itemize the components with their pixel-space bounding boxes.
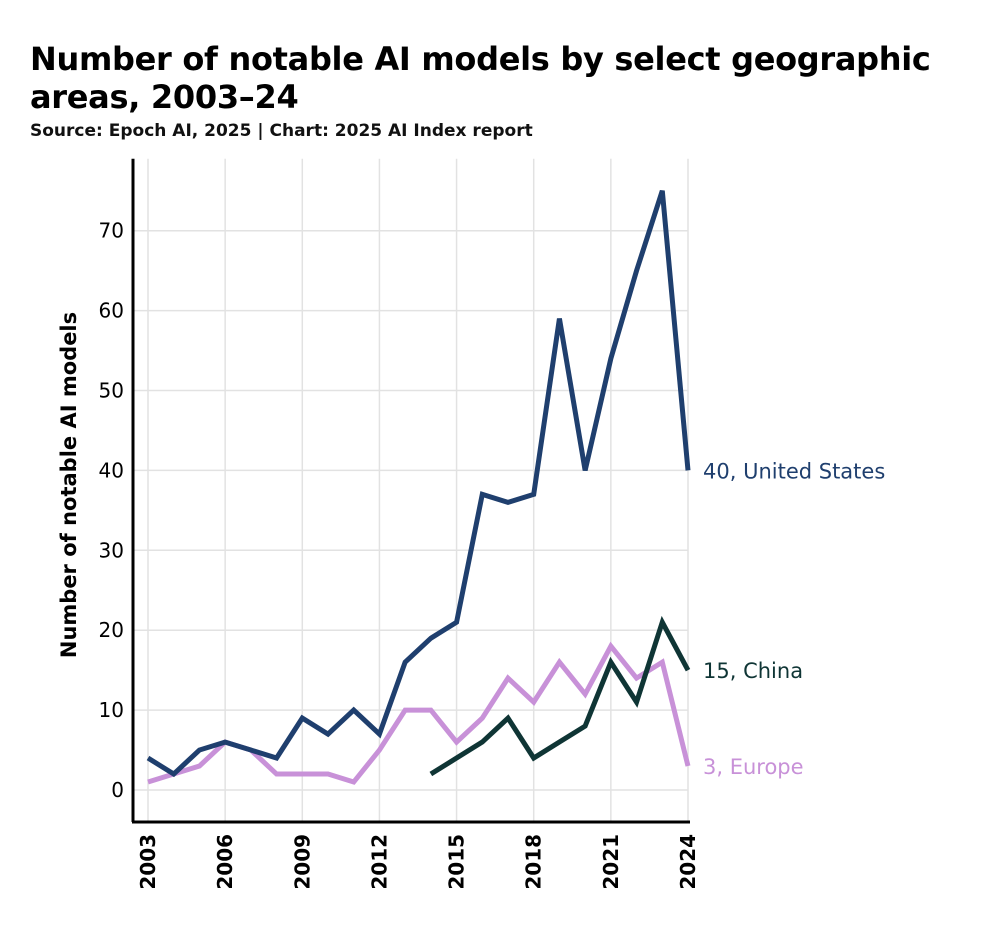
series-line-china (429, 615, 691, 777)
x-tick-label: 2024 (676, 834, 700, 890)
y-tick-label: 50 (99, 379, 124, 403)
y-tick-label: 30 (99, 538, 124, 562)
series-end-label: 40, United States (703, 459, 885, 483)
series-end-label: 3, Europe (703, 755, 804, 779)
x-tick-label: 2003 (136, 834, 160, 890)
x-tick-label: 2006 (213, 834, 237, 890)
y-tick-label: 0 (111, 778, 124, 802)
x-tick-label: 2012 (367, 834, 391, 890)
x-tick-label: 2021 (599, 834, 623, 890)
y-tick-label: 40 (99, 458, 124, 482)
y-tick-label: 60 (99, 299, 124, 323)
chart-title: Number of notable AI models by select ge… (30, 40, 931, 116)
y-axis-label: Number of notable AI models (57, 312, 81, 658)
y-tick-label: 10 (99, 698, 124, 722)
series-line-united-states (146, 189, 691, 778)
y-tick-label: 20 (99, 618, 124, 642)
x-tick-label: 2009 (290, 834, 314, 890)
y-tick-label: 70 (99, 219, 124, 243)
chart-subtitle: Source: Epoch AI, 2025 | Chart: 2025 AI … (30, 121, 533, 141)
x-tick-label: 2018 (522, 834, 546, 890)
x-tick-label: 2015 (445, 834, 469, 890)
series-end-label: 15, China (703, 659, 803, 683)
